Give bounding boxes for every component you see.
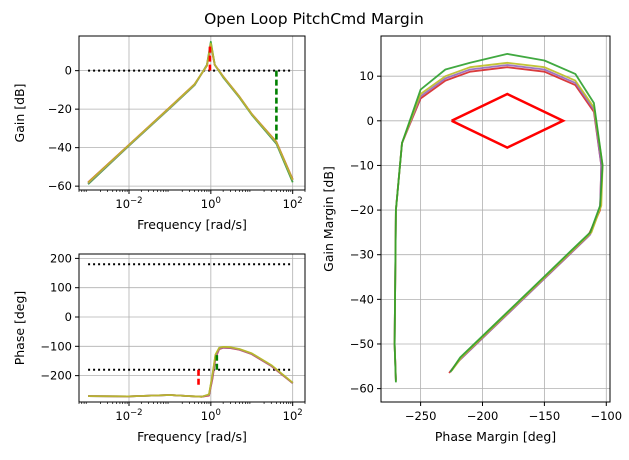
y-tick-label: −40 xyxy=(48,141,72,155)
series-line xyxy=(88,345,294,398)
y-tick-label: −100 xyxy=(40,339,72,353)
y-tick-label: 0 xyxy=(65,310,72,324)
x-tick-label: 102 xyxy=(283,408,303,423)
x-tick-label: 102 xyxy=(283,196,303,211)
x-tick-label: 10−2 xyxy=(115,408,142,423)
series-line xyxy=(87,42,294,184)
y-tick-label: −60 xyxy=(350,382,374,396)
axes-frame xyxy=(78,35,306,191)
y-tick-label: −20 xyxy=(350,203,374,217)
y-axis-label: Gain Margin [dB] xyxy=(321,166,336,272)
series-line xyxy=(87,43,294,184)
x-tick-label: −250 xyxy=(405,409,437,423)
exclusion-region xyxy=(451,92,566,149)
series-line xyxy=(88,346,294,398)
y-tick-label: 200 xyxy=(50,251,72,265)
y-tick-label: −40 xyxy=(350,292,374,306)
series-line xyxy=(393,64,603,381)
y-tick-label: 0 xyxy=(65,64,72,78)
series-line xyxy=(87,44,294,183)
y-tick-label: 10 xyxy=(359,69,374,83)
axes-frame xyxy=(78,253,306,403)
series-line xyxy=(393,61,604,382)
x-tick-label: −100 xyxy=(590,409,622,423)
x-tick-label: 10−2 xyxy=(115,196,142,211)
series-line xyxy=(88,346,294,398)
x-axis-label: Phase Margin [deg] xyxy=(435,429,556,444)
y-tick-label: −20 xyxy=(48,102,72,116)
series-line xyxy=(87,40,294,185)
y-axis-label: Phase [deg] xyxy=(12,291,27,366)
nichols-plot: −250 −200 −150 −100−60−50−40−30−20−10010Pha… xyxy=(321,35,622,444)
y-tick-label: −10 xyxy=(350,158,374,172)
figure-title: Open Loop PitchCmd Margin xyxy=(204,10,424,28)
series-line xyxy=(88,346,294,398)
series-line xyxy=(393,53,604,383)
gain-plot: 10−2 100 102 −60 −40 −20 0 Frequency [rad/s] Gai… xyxy=(12,35,306,232)
y-tick-label: −50 xyxy=(350,337,374,351)
phase-plot: 10−2 100 102 −200 −100 0 100 200 Frequency [rad/… xyxy=(12,251,306,444)
x-tick-label: −150 xyxy=(529,409,561,423)
axes-frame xyxy=(380,35,611,403)
y-tick-label: −30 xyxy=(350,248,374,262)
y-tick-label: 0 xyxy=(367,114,374,128)
series-line xyxy=(393,66,603,380)
x-tick-label: −200 xyxy=(467,409,499,423)
y-tick-label: −60 xyxy=(48,179,72,193)
x-tick-label: 100 xyxy=(201,196,221,211)
x-axis-label: Frequency [rad/s] xyxy=(137,217,247,232)
x-tick-label: 100 xyxy=(201,408,221,423)
plot-area xyxy=(88,263,294,398)
y-axis-label: Gain [dB] xyxy=(12,84,27,143)
plot-area xyxy=(87,40,294,185)
y-tick-label: 100 xyxy=(50,281,72,295)
x-axis-label: Frequency [rad/s] xyxy=(137,429,247,444)
plot-area xyxy=(393,53,604,383)
y-tick-label: −200 xyxy=(40,369,72,383)
